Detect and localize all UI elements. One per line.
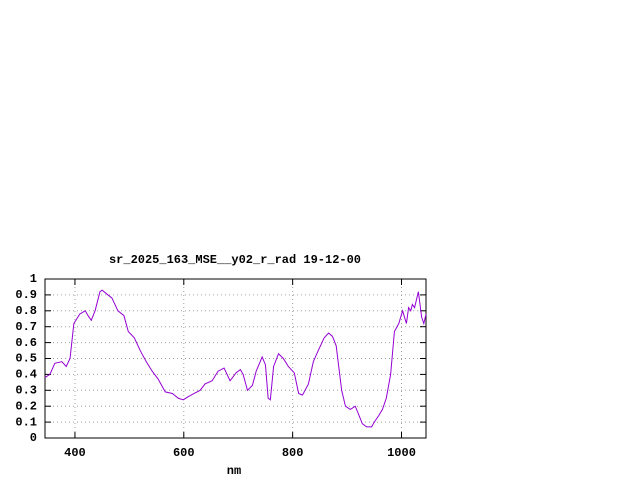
chart-title: sr_2025_163_MSE__y02_r_rad 19-12-00: [109, 253, 361, 267]
x-tick-label: 800: [282, 446, 304, 460]
x-tick-label: 1000: [387, 446, 416, 460]
y-tick-label: 0.7: [15, 320, 37, 334]
y-tick-label: 0.3: [15, 383, 37, 397]
x-tick-label: 600: [173, 446, 195, 460]
y-tick-label: 1: [30, 272, 37, 286]
x-tick-label: 400: [64, 446, 86, 460]
y-tick-label: 0.2: [15, 399, 37, 413]
data-line: [44, 289, 427, 428]
y-tick-label: 0.5: [15, 352, 37, 366]
plot-border: [44, 278, 427, 439]
y-tick-label: 0.6: [15, 336, 37, 350]
y-tick-label: 0: [30, 431, 37, 445]
y-tick-label: 0.4: [15, 368, 37, 382]
y-tick-label: 0.9: [15, 288, 37, 302]
y-tick-label: 0.1: [15, 415, 37, 429]
y-tick-label: 0.8: [15, 304, 37, 318]
x-axis-label: nm: [227, 464, 241, 478]
